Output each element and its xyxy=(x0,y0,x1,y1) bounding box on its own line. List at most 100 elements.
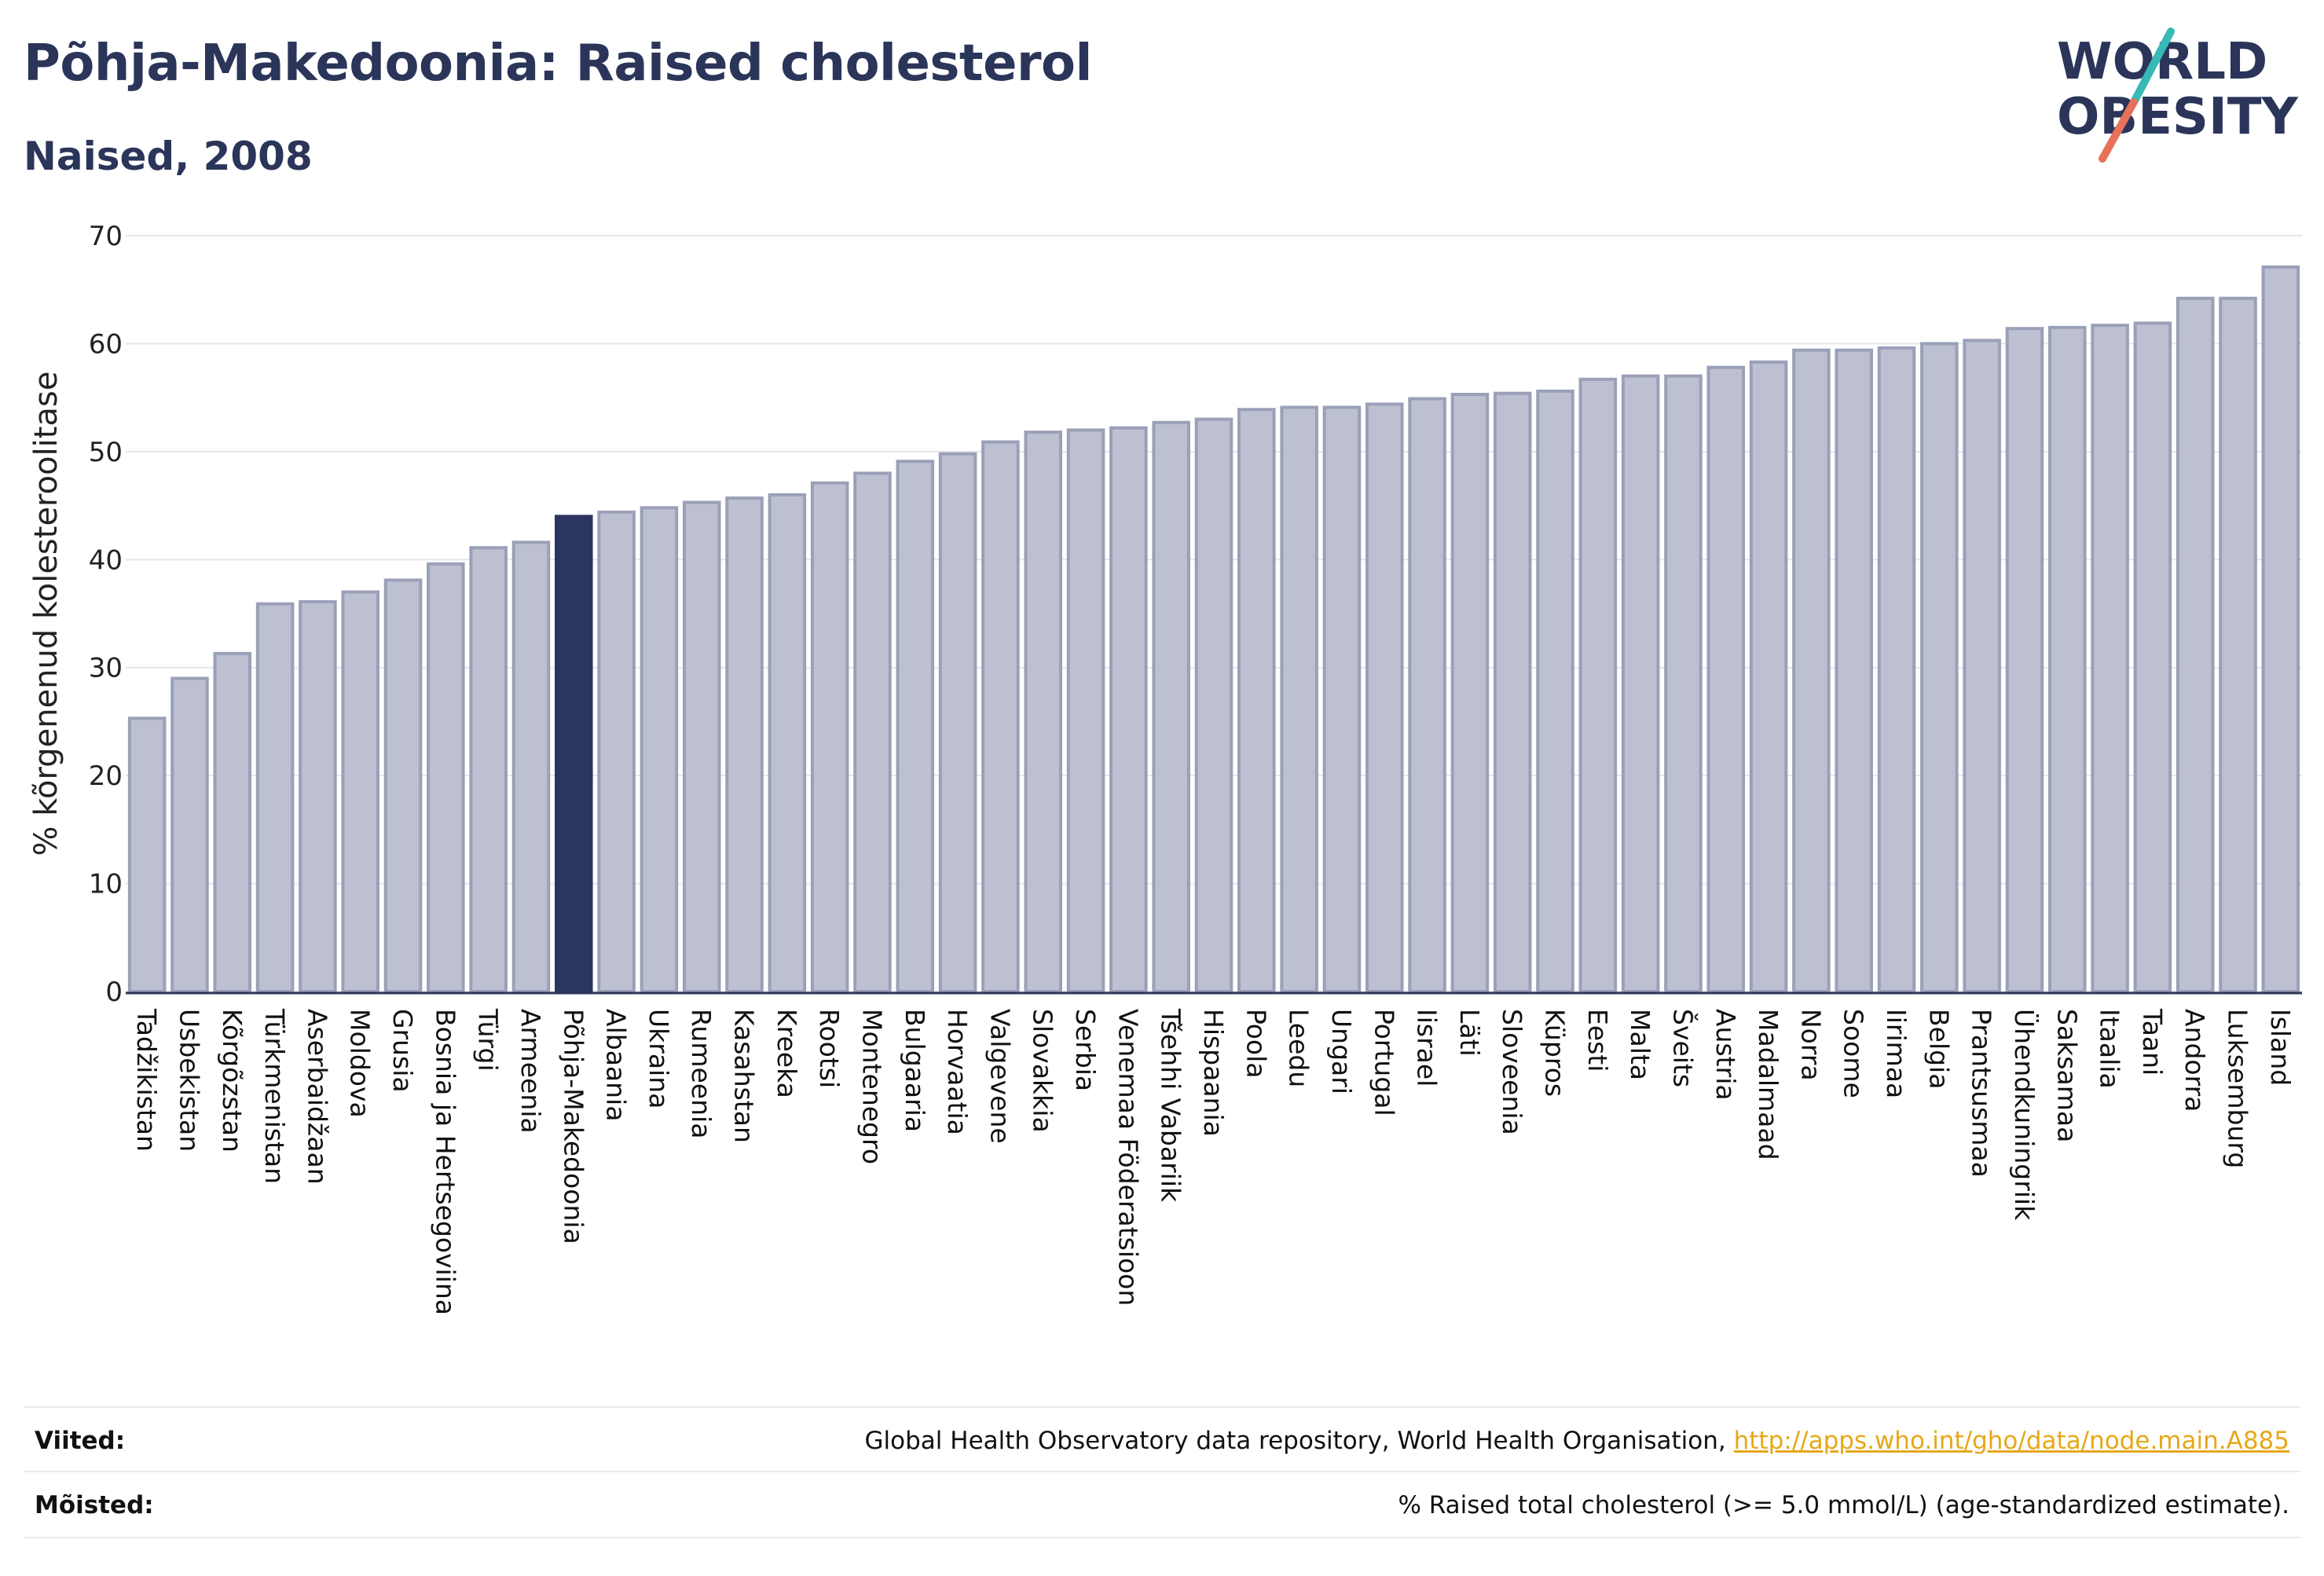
bar xyxy=(768,493,807,993)
bar xyxy=(2048,325,2087,994)
bar xyxy=(1877,346,1916,993)
x-tick-label: Ungari xyxy=(1326,1009,1357,1094)
bar xyxy=(2176,296,2215,993)
x-tick-label: Tadžikistan xyxy=(131,1008,162,1152)
x-tick-label: Norra xyxy=(1795,1009,1826,1081)
definitions-label: Mõisted: xyxy=(35,1491,154,1519)
sources-link[interactable]: http://apps.who.int/gho/data/node.main.A… xyxy=(1733,1427,2289,1455)
x-tick-label: Portugal xyxy=(1369,1009,1399,1116)
x-tick-label: Hispaania xyxy=(1198,1009,1229,1137)
bar xyxy=(1194,417,1233,993)
bar xyxy=(170,676,209,993)
bar xyxy=(853,471,892,993)
bar xyxy=(1835,348,1873,994)
x-tick-label: Kasahstan xyxy=(729,1009,760,1143)
bar xyxy=(725,496,764,993)
x-tick-label: Rumeenia xyxy=(686,1009,717,1138)
bar xyxy=(2261,265,2300,993)
bar xyxy=(255,602,295,993)
x-tick-label: Island xyxy=(2265,1009,2296,1086)
x-tick-label: Moldova xyxy=(345,1009,376,1118)
y-tick-label: 30 xyxy=(89,653,123,684)
bar xyxy=(1493,391,1532,994)
y-tick-label: 40 xyxy=(89,544,123,576)
bar xyxy=(682,500,721,993)
y-tick-label: 10 xyxy=(89,869,123,900)
bar xyxy=(2091,324,2129,993)
x-tick-label: Grusia xyxy=(387,1009,418,1093)
bar xyxy=(383,578,423,993)
x-tick-label: Rootsi xyxy=(814,1009,845,1088)
x-tick-label: Saksamaa xyxy=(2051,1009,2082,1142)
x-tick-label: Slovakkia xyxy=(1028,1009,1058,1133)
bar xyxy=(597,510,636,993)
x-tick-label: Iisrael xyxy=(1412,1009,1442,1087)
x-tick-label: Türgi xyxy=(473,1008,504,1072)
x-tick-label: Eesti xyxy=(1582,1009,1613,1072)
sources-label: Viited: xyxy=(35,1427,126,1455)
bar xyxy=(1536,389,1574,993)
bar xyxy=(1152,420,1190,993)
x-tick-label: Montenegro xyxy=(856,1009,887,1164)
x-tick-label: Sloveenia xyxy=(1497,1009,1527,1135)
y-tick-label: 50 xyxy=(89,437,123,468)
definitions-row: Mõisted: % Raised total cholesterol (>= … xyxy=(24,1471,2300,1538)
x-tick-label: Kõrgõzstan xyxy=(217,1009,247,1153)
bar xyxy=(1024,431,1063,993)
bar xyxy=(810,481,849,993)
bar xyxy=(555,515,593,993)
x-tick-label: Madalmaad xyxy=(1753,1009,1783,1160)
y-tick-label: 20 xyxy=(89,761,123,792)
bar xyxy=(1408,397,1446,993)
bar xyxy=(640,506,679,993)
y-tick-label: 60 xyxy=(89,328,123,360)
chart-title: Põhja-Makedoonia: Raised cholesterol xyxy=(24,35,1092,93)
x-tick-label: Türkmenistan xyxy=(259,1008,290,1184)
logo-slash-teal xyxy=(2130,27,2175,106)
x-tick-label: Itaalia xyxy=(2095,1009,2125,1089)
bar xyxy=(127,717,167,993)
x-tick-label: Aserbaidžaan xyxy=(302,1009,332,1185)
world-obesity-logo: WORLD OBESITY xyxy=(2057,27,2298,163)
bar xyxy=(1706,365,1746,994)
bar-chart: 0 10 20 30 40 50 60 70 Tadžikistan Usbekistan Kõr… xyxy=(28,221,2302,1315)
x-tick-label: Malta xyxy=(1625,1009,1655,1080)
x-tick-label: Andorra xyxy=(2179,1009,2210,1112)
sources-text: Global Health Observatory data repositor… xyxy=(864,1427,1734,1455)
bar xyxy=(1920,342,1959,993)
x-tick-label: Austria xyxy=(1710,1009,1741,1101)
bar xyxy=(1664,374,1703,993)
definitions-value: % Raised total cholesterol (>= 5.0 mmol/… xyxy=(1398,1491,2289,1519)
x-tick-label: Luksemburg xyxy=(2223,1009,2253,1168)
bar xyxy=(1578,377,1618,993)
bar xyxy=(2133,321,2172,993)
x-tick-label: Poola xyxy=(1241,1009,1271,1079)
bar xyxy=(213,651,252,993)
bar xyxy=(299,599,337,994)
logo-slash-coral xyxy=(2099,98,2138,163)
bar xyxy=(1237,408,1276,993)
bar xyxy=(981,440,1020,993)
sources-row: Viited: Global Health Observatory data r… xyxy=(24,1406,2300,1472)
x-tick-label: Kreeka xyxy=(772,1009,802,1098)
bar xyxy=(1322,405,1362,993)
bar xyxy=(2219,296,2257,993)
bar xyxy=(1621,374,1660,993)
x-tick-label: Iirimaa xyxy=(1881,1009,1912,1098)
bar xyxy=(1280,405,1318,993)
x-tick-label: Armeenia xyxy=(515,1009,546,1134)
bar xyxy=(427,562,465,993)
bar xyxy=(938,452,977,993)
x-tick-label: Ukraina xyxy=(643,1009,674,1109)
bar xyxy=(511,541,551,993)
bar xyxy=(1963,339,2001,993)
x-tick-label: Šveits xyxy=(1667,1009,1699,1087)
bar xyxy=(1749,360,1788,993)
x-tick-label: Bosnia ja Hertsegoviina xyxy=(430,1009,460,1315)
x-tick-label: Tšehhi Vabariik xyxy=(1156,1008,1186,1203)
bar xyxy=(341,590,379,993)
y-tick-label: 70 xyxy=(89,221,123,252)
x-tick-label: Ühendkuningriik xyxy=(2009,1009,2040,1221)
x-tick-label: Bulgaaria xyxy=(900,1009,930,1132)
y-axis-label: % kõrgenenud kolesteroolitase xyxy=(28,372,64,856)
